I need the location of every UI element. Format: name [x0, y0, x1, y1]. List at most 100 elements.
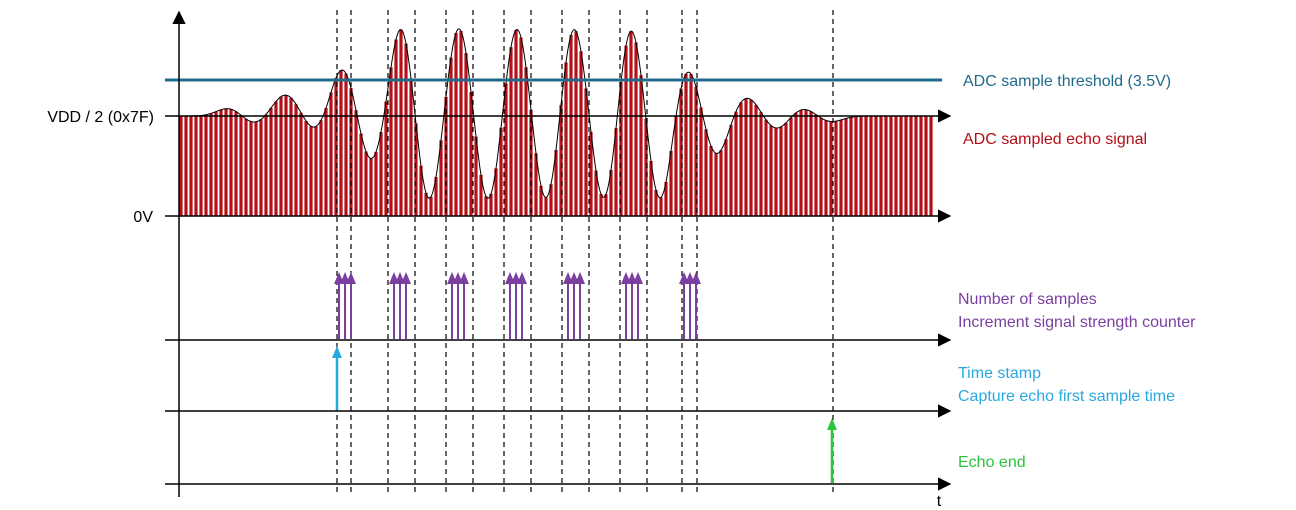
adc-sample-bar [559, 104, 563, 216]
adc-sample-bar [779, 126, 783, 216]
adc-sample-bar [584, 88, 588, 216]
adc-sample-bar [919, 116, 923, 216]
adc-sample-bar [809, 111, 813, 216]
adc-sample-bar [909, 116, 913, 216]
adc-sample-bar [819, 117, 823, 216]
adc-sample-bar [214, 111, 218, 216]
adc-sample-bar [784, 122, 788, 216]
adc-sample-bar [479, 174, 483, 216]
adc-sample-bar [629, 31, 633, 216]
adc-sample-bar [394, 39, 398, 217]
adc-sample-bar [439, 140, 443, 216]
adc-sample-bar [764, 119, 768, 216]
adc-sample-bar [894, 116, 898, 216]
adc-sample-bar [794, 112, 798, 216]
adc-sample-bar [829, 121, 833, 216]
adc-sample-bar [789, 117, 793, 216]
timestamp-arrow-shape [332, 346, 342, 410]
echo-end-label: Echo end [958, 454, 1026, 471]
adc-sample-bar [199, 115, 203, 216]
adc-sample-bar [404, 43, 408, 217]
adc-sample-bar [844, 118, 848, 216]
adc-sample-bar [409, 78, 413, 217]
adc-sample-bar [459, 31, 463, 216]
adc-sample-bar [734, 111, 738, 216]
adc-sample-bar [529, 109, 533, 216]
adc-sample-bar [324, 108, 328, 216]
echo-envelope-curve [179, 28, 935, 199]
adc-sample-bar [774, 127, 778, 216]
adc-sample-bar [369, 158, 373, 216]
adc-sample-bar [654, 189, 658, 216]
adc-sample-bar [634, 42, 638, 216]
adc-sample-bar [504, 83, 508, 216]
sampled-signal-label: ADC sampled echo signal [963, 131, 1147, 148]
adc-sample-bar [539, 185, 543, 216]
adc-sample-bar [839, 119, 843, 216]
adc-sample-bar [744, 98, 748, 216]
adc-sample-bar [719, 150, 723, 216]
adc-sample-bar [689, 73, 693, 216]
adc-sample-bar [379, 131, 383, 216]
adc-sample-bar [294, 104, 298, 216]
adc-sample-bar [234, 111, 238, 216]
adc-sample-bar [554, 149, 558, 216]
sample-arrow [346, 272, 356, 339]
adc-sample-bar [339, 70, 343, 216]
adc-sample-bar [564, 62, 568, 216]
adc-sample-bar [434, 176, 438, 216]
adc-sample-bar [599, 194, 603, 216]
adc-sample-bar [484, 196, 488, 216]
adc-sample-bar [254, 121, 258, 216]
echo-end-arrow [827, 418, 837, 483]
adc-sample-bar [424, 192, 428, 216]
adc-sample-bar [594, 170, 598, 216]
adc-sample-bars [179, 29, 933, 217]
adc-sample-bar [759, 112, 763, 216]
adc-sample-bar [769, 125, 773, 216]
adc-sample-bar [449, 57, 453, 216]
adc-sample-bar [304, 120, 308, 216]
adc-sample-bar [709, 146, 713, 216]
adc-sample-bar [189, 115, 193, 216]
adc-sample-bar [179, 115, 183, 216]
adc-sample-bar [264, 114, 268, 216]
adc-sample-bar [249, 121, 253, 216]
sample-count-arrows [334, 272, 701, 339]
adc-sample-bar [604, 194, 608, 216]
echo-end-arrow-shape [827, 418, 837, 483]
adc-sample-bar [494, 168, 498, 216]
adc-sample-bar [799, 110, 803, 216]
adc-sample-bar [659, 197, 663, 216]
sample-arrow [401, 272, 411, 339]
adc-sample-bar [309, 126, 313, 216]
adc-sample-bar [289, 97, 293, 216]
adc-sample-bar [259, 119, 263, 216]
adc-sample-bar [874, 116, 878, 216]
adc-sample-bar [334, 77, 338, 216]
adc-sample-bar [574, 31, 578, 217]
adc-sample-bar [469, 91, 473, 216]
adc-sample-bar [279, 96, 283, 216]
adc-sample-bar [399, 29, 403, 216]
adc-sample-bar [669, 150, 673, 216]
adc-sample-bar [489, 193, 493, 216]
adc-sample-bar [694, 86, 698, 216]
adc-sample-bar [749, 99, 753, 216]
adc-sample-bar [609, 169, 613, 216]
adc-sample-bar [239, 115, 243, 216]
adc-sample-bar [644, 118, 648, 216]
adc-sample-bar [704, 129, 708, 216]
adc-sample-bar [579, 51, 583, 216]
samples-label-line1: Number of samples [958, 291, 1097, 308]
adc-sample-bar [924, 116, 928, 216]
sample-arrow [575, 272, 585, 339]
zero-v-label: 0V [133, 209, 153, 226]
adc-sample-bar [359, 133, 363, 216]
adc-sample-bar [499, 127, 503, 216]
adc-sample-bar [194, 115, 198, 216]
adc-sample-bar [414, 123, 418, 216]
adc-sample-bar [619, 81, 623, 216]
adc-sample-bar [524, 67, 528, 217]
adc-sample-bar [474, 136, 478, 216]
